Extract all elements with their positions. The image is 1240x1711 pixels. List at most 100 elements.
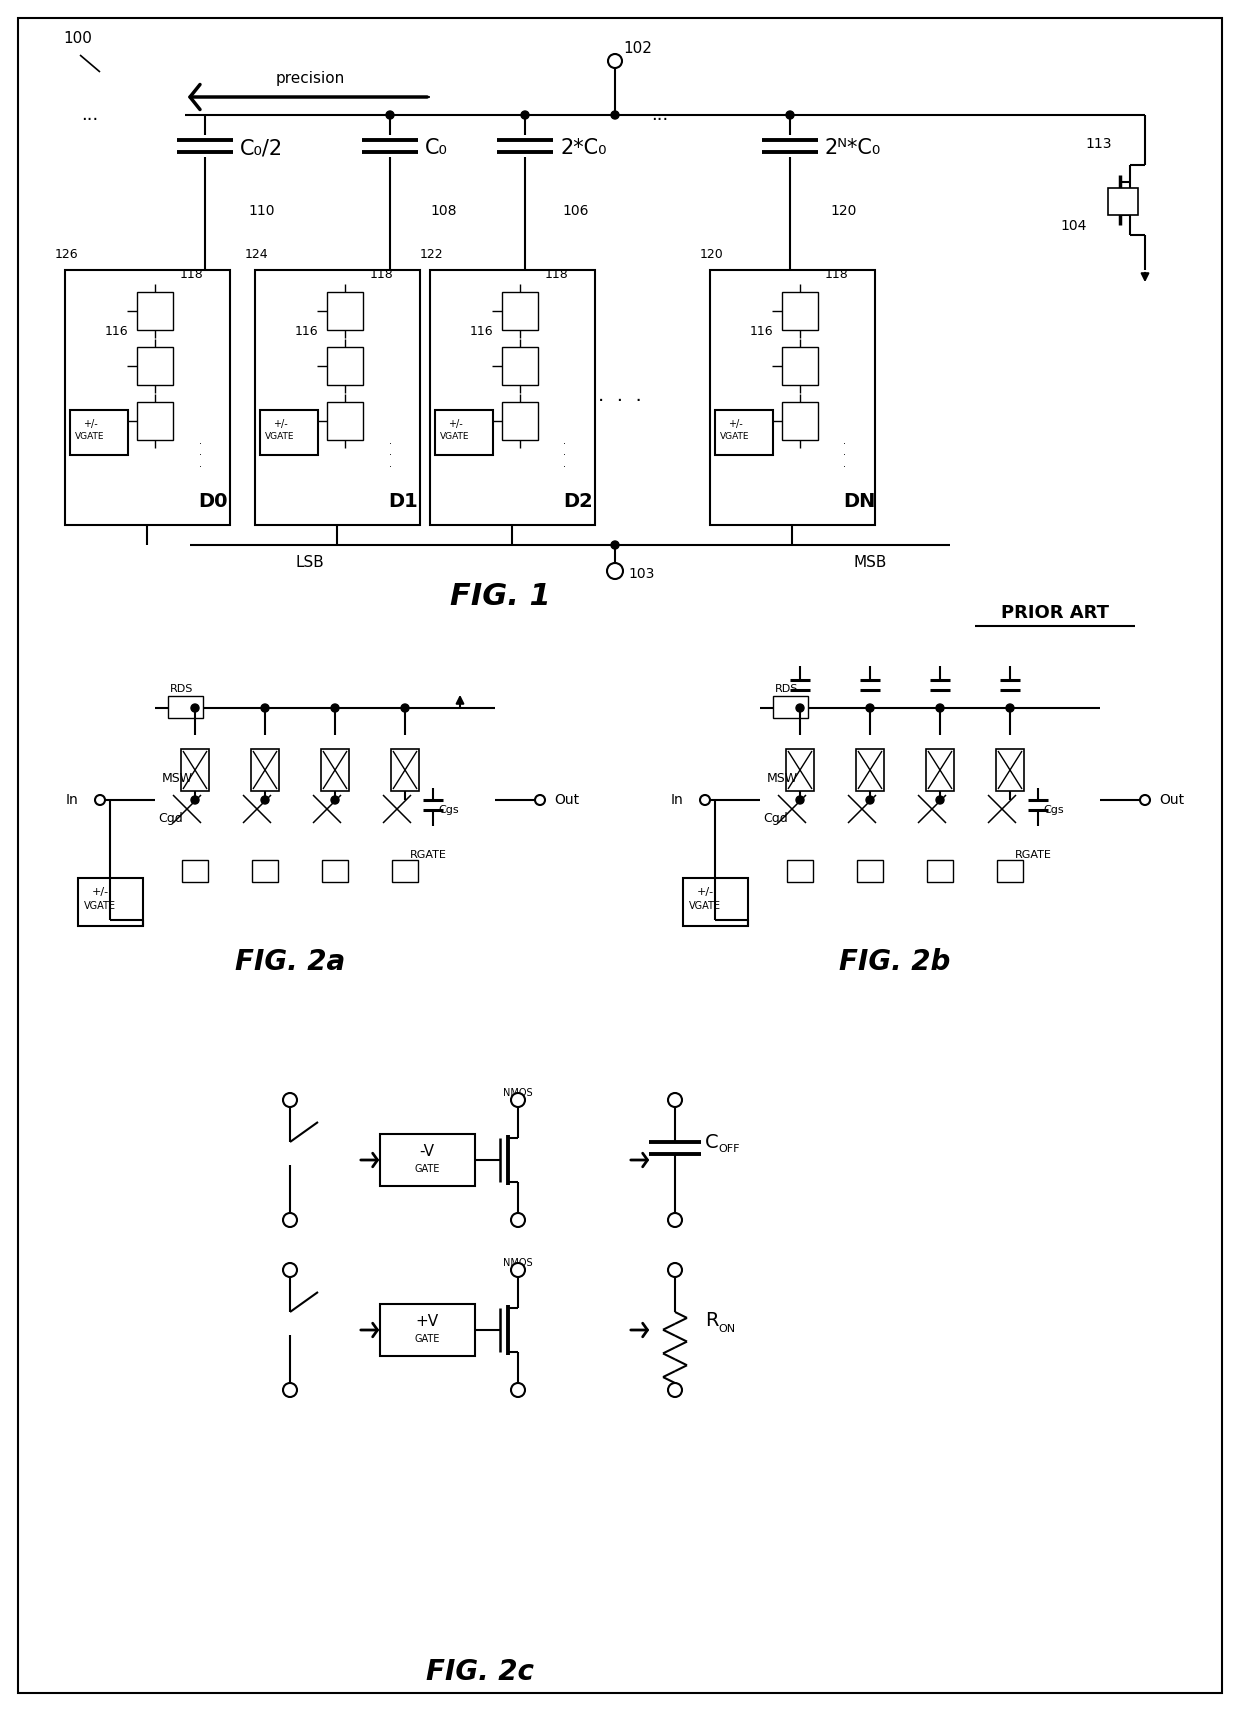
Text: D0: D0 xyxy=(198,493,227,512)
Text: D1: D1 xyxy=(388,493,418,512)
Bar xyxy=(182,861,208,881)
Text: 110: 110 xyxy=(248,204,274,217)
Circle shape xyxy=(608,563,622,578)
Text: +/-: +/- xyxy=(92,886,109,897)
Circle shape xyxy=(866,703,874,712)
Text: C₀: C₀ xyxy=(425,139,448,157)
Text: OFF: OFF xyxy=(718,1145,739,1153)
Text: R: R xyxy=(706,1311,718,1329)
Text: 100: 100 xyxy=(63,31,92,46)
Circle shape xyxy=(866,796,874,804)
Bar xyxy=(683,878,748,926)
Bar xyxy=(136,293,174,330)
Bar xyxy=(1109,188,1138,216)
Bar xyxy=(435,411,494,455)
Text: MSW: MSW xyxy=(162,772,193,785)
Bar xyxy=(392,861,418,881)
Text: -V: -V xyxy=(419,1145,434,1160)
Bar xyxy=(260,411,317,455)
Circle shape xyxy=(511,1382,525,1396)
Text: C: C xyxy=(706,1133,719,1152)
Circle shape xyxy=(611,541,619,549)
Circle shape xyxy=(331,703,339,712)
Bar xyxy=(136,347,174,385)
Bar xyxy=(782,347,818,385)
Bar xyxy=(322,861,348,881)
Text: DN: DN xyxy=(843,493,875,512)
Text: ·
·
·: · · · xyxy=(563,438,567,472)
Text: Cgs: Cgs xyxy=(1043,804,1064,814)
Text: D2: D2 xyxy=(563,493,593,512)
Circle shape xyxy=(796,703,804,712)
Text: FIG. 1: FIG. 1 xyxy=(450,582,551,611)
Text: C₀/2: C₀/2 xyxy=(241,139,283,157)
Text: 120: 120 xyxy=(830,204,857,217)
Circle shape xyxy=(668,1213,682,1227)
Circle shape xyxy=(668,1382,682,1396)
Bar xyxy=(327,293,363,330)
Text: In: In xyxy=(671,792,683,808)
Bar xyxy=(69,411,128,455)
Circle shape xyxy=(283,1382,298,1396)
Circle shape xyxy=(511,1213,525,1227)
Text: 118: 118 xyxy=(180,269,203,281)
Text: ...: ... xyxy=(651,106,668,123)
Text: 126: 126 xyxy=(55,248,78,262)
Text: 113: 113 xyxy=(1085,137,1111,151)
Text: 2ᴺ*C₀: 2ᴺ*C₀ xyxy=(825,139,882,157)
Circle shape xyxy=(511,1263,525,1276)
Bar xyxy=(327,347,363,385)
Bar xyxy=(711,270,875,525)
Text: ·
·
·: · · · xyxy=(843,438,847,472)
Text: VGATE: VGATE xyxy=(265,431,295,441)
Circle shape xyxy=(786,111,794,120)
Bar xyxy=(856,749,884,790)
Text: RGATE: RGATE xyxy=(410,850,446,861)
Text: 118: 118 xyxy=(825,269,848,281)
Circle shape xyxy=(668,1093,682,1107)
Text: Out: Out xyxy=(1159,792,1184,808)
Circle shape xyxy=(796,796,804,804)
Text: VGATE: VGATE xyxy=(74,431,104,441)
Bar xyxy=(782,293,818,330)
Bar xyxy=(78,878,143,926)
Text: ON: ON xyxy=(718,1324,735,1335)
Bar xyxy=(379,1304,475,1357)
Bar xyxy=(64,270,229,525)
Circle shape xyxy=(668,1263,682,1276)
Bar xyxy=(255,270,420,525)
Circle shape xyxy=(608,55,622,68)
Text: Cgs: Cgs xyxy=(438,804,459,814)
Bar xyxy=(181,749,210,790)
Circle shape xyxy=(936,796,944,804)
Circle shape xyxy=(1140,796,1149,804)
Text: 103: 103 xyxy=(627,566,655,582)
Text: PRIOR ART: PRIOR ART xyxy=(1001,604,1109,623)
Text: 2*C₀: 2*C₀ xyxy=(560,139,606,157)
Circle shape xyxy=(283,1263,298,1276)
Text: LSB: LSB xyxy=(295,554,325,570)
Text: ·
·
·: · · · xyxy=(198,438,201,472)
Bar xyxy=(502,293,538,330)
Bar xyxy=(250,749,279,790)
Text: 120: 120 xyxy=(701,248,724,262)
Circle shape xyxy=(191,703,198,712)
Bar xyxy=(379,1134,475,1186)
Text: +/-: +/- xyxy=(448,419,463,429)
Text: 118: 118 xyxy=(546,269,569,281)
Circle shape xyxy=(95,796,105,804)
Bar xyxy=(391,749,419,790)
Bar xyxy=(502,347,538,385)
Text: +/-: +/- xyxy=(697,886,714,897)
Bar xyxy=(327,402,363,440)
Text: 102: 102 xyxy=(622,41,652,56)
Circle shape xyxy=(331,796,339,804)
Text: 116: 116 xyxy=(750,325,774,339)
Circle shape xyxy=(701,796,711,804)
Text: FIG. 2b: FIG. 2b xyxy=(839,948,951,975)
Bar xyxy=(787,861,813,881)
Text: 122: 122 xyxy=(420,248,444,262)
Text: 104: 104 xyxy=(1060,219,1086,233)
Bar xyxy=(928,861,954,881)
Text: 106: 106 xyxy=(562,204,589,217)
